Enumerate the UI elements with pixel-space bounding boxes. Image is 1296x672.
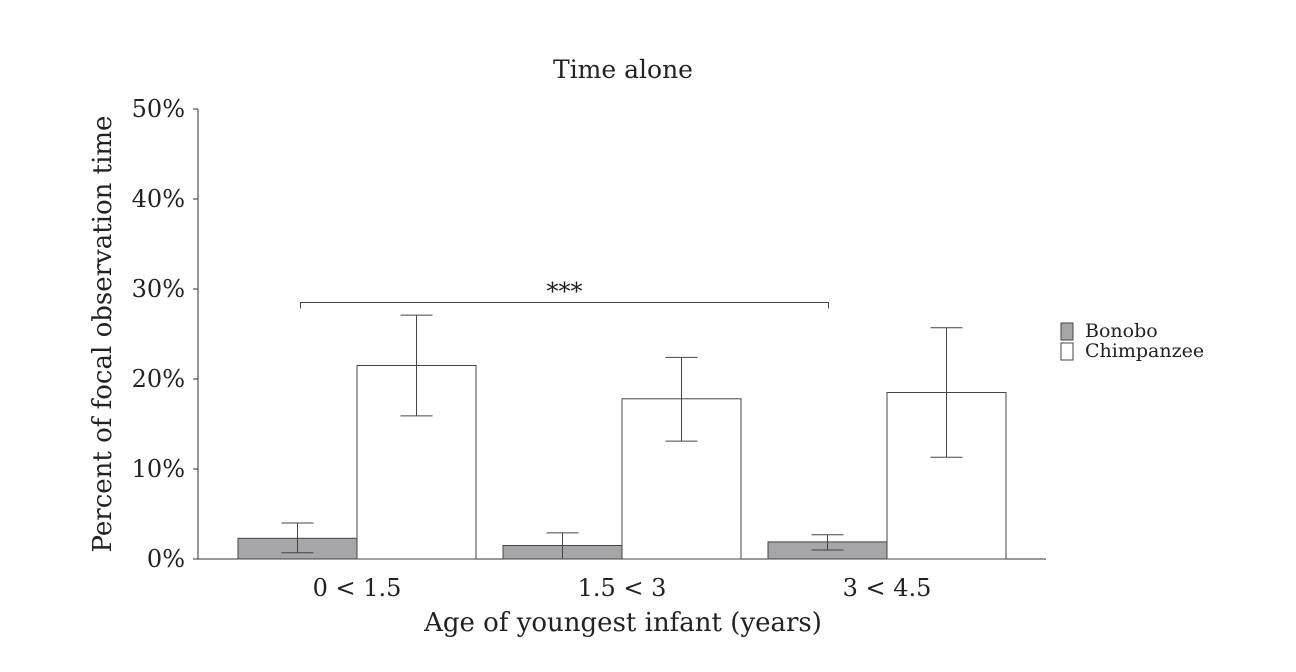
legend-swatch-chimpanzee	[1060, 342, 1074, 361]
y-tick-label: 40%	[132, 185, 185, 213]
y-tick-label: 50%	[132, 95, 185, 123]
x-axis-label: Age of youngest infant (years)	[423, 608, 822, 638]
x-tick-label: 1.5 < 3	[578, 574, 667, 602]
legend-label-bonobo: Bonobo	[1085, 320, 1158, 342]
significance-bracket	[300, 302, 829, 309]
y-tick-label: 30%	[132, 275, 185, 303]
x-tick-label: 0 < 1.5	[313, 574, 402, 602]
plot-area: 0% 10% 20% 30% 40% 50% 0 < 1.5 1.5 < 3 3 < 4.5 **…	[132, 95, 1046, 602]
chart-title: Time alone	[553, 55, 693, 84]
legend-label-chimpanzee: Chimpanzee	[1085, 340, 1204, 362]
y-axis-label: Percent of focal observation time	[88, 116, 118, 553]
y-tick-label: 0%	[147, 545, 185, 573]
significance-label: ***	[547, 278, 583, 306]
y-tick-label: 10%	[132, 455, 185, 483]
x-tick-label: 3 < 4.5	[843, 574, 932, 602]
y-tick-label: 20%	[132, 365, 185, 393]
legend-swatch-bonobo	[1060, 322, 1074, 341]
